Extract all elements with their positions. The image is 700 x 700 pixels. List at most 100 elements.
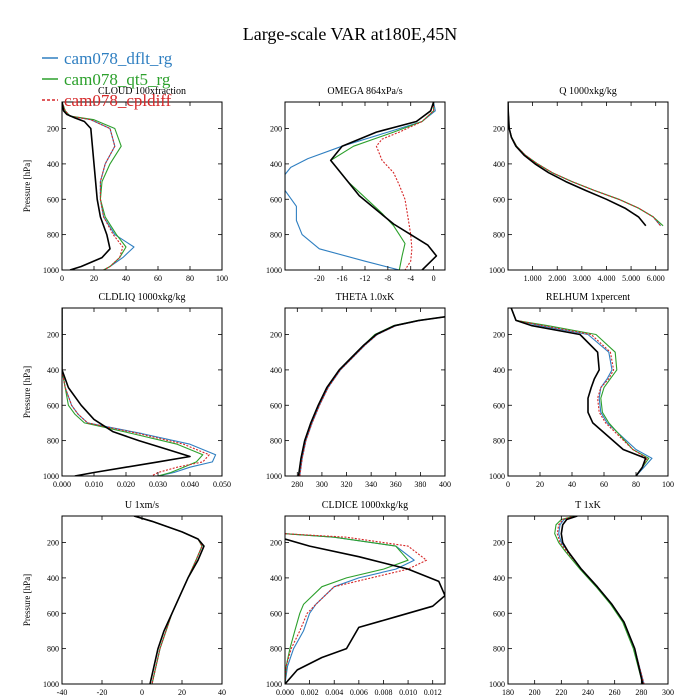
x-tick-label: 0.000 bbox=[276, 688, 294, 697]
x-tick-label: 20 bbox=[536, 480, 544, 489]
series-line-2 bbox=[554, 516, 644, 684]
x-tick-label: 0.006 bbox=[350, 688, 368, 697]
y-tick-label: 400 bbox=[270, 160, 282, 169]
y-tick-label: 400 bbox=[47, 574, 59, 583]
x-tick-label: 260 bbox=[609, 688, 621, 697]
series-line-3 bbox=[285, 533, 428, 684]
x-tick-label: 0.010 bbox=[85, 480, 103, 489]
x-tick-label: 280 bbox=[291, 480, 303, 489]
y-tick-label: 400 bbox=[47, 160, 59, 169]
x-tick-label: 0.030 bbox=[149, 480, 167, 489]
y-tick-label: 1000 bbox=[266, 680, 282, 689]
x-tick-label: 400 bbox=[439, 480, 451, 489]
series-line-1 bbox=[133, 516, 203, 684]
series-group bbox=[554, 516, 645, 684]
legend-entry: cam078_cpldiff bbox=[64, 91, 172, 110]
y-tick-label: 400 bbox=[47, 366, 59, 375]
y-tick-label: 400 bbox=[493, 160, 505, 169]
y-tick-label: 400 bbox=[270, 574, 282, 583]
x-tick-label: 100 bbox=[662, 480, 674, 489]
x-tick-label: 360 bbox=[390, 480, 402, 489]
plot-frame bbox=[61, 515, 223, 685]
y-tick-label: 600 bbox=[270, 401, 282, 410]
x-tick-label: 0.008 bbox=[374, 688, 392, 697]
y-tick-label: 800 bbox=[493, 437, 505, 446]
series-group bbox=[508, 102, 664, 227]
plot-frame bbox=[284, 307, 446, 477]
plot-frame bbox=[507, 101, 669, 271]
y-tick-label: 400 bbox=[493, 366, 505, 375]
x-tick-label: 5.000 bbox=[622, 274, 640, 283]
series-line-3 bbox=[375, 102, 435, 270]
x-tick-label: -40 bbox=[57, 688, 68, 697]
series-line-3 bbox=[510, 308, 648, 476]
y-tick-label: 200 bbox=[493, 331, 505, 340]
x-tick-label: 80 bbox=[186, 274, 194, 283]
y-tick-label: 800 bbox=[270, 437, 282, 446]
panel-title: RELHUM 1xpercent bbox=[546, 292, 630, 303]
series-line-4 bbox=[329, 102, 438, 270]
series-group bbox=[285, 533, 445, 684]
panel-title: CLDICE 1000xkg/kg bbox=[322, 500, 408, 511]
series-line-3 bbox=[508, 102, 662, 227]
series-line-3 bbox=[299, 316, 445, 476]
panel-3: Q 1000xkg/kg 200 400 600 800 1000 1.000 2.000 3.… bbox=[489, 86, 669, 283]
y-tick-label: 1000 bbox=[266, 266, 282, 275]
series-line-4 bbox=[508, 102, 647, 227]
x-tick-label: 0 bbox=[140, 688, 144, 697]
y-tick-label: 1000 bbox=[43, 680, 59, 689]
x-tick-label: 0.050 bbox=[213, 480, 231, 489]
y-tick-label: 1000 bbox=[489, 266, 505, 275]
y-tick-label: 1000 bbox=[43, 266, 59, 275]
series-line-4 bbox=[133, 516, 205, 684]
x-tick-label: 40 bbox=[122, 274, 130, 283]
y-tick-label: 200 bbox=[47, 125, 59, 134]
x-tick-label: 0.012 bbox=[424, 688, 442, 697]
x-tick-label: 0 bbox=[432, 274, 436, 283]
x-tick-label: 0.004 bbox=[325, 688, 343, 697]
y-tick-label: 1000 bbox=[43, 472, 59, 481]
y-tick-label: 600 bbox=[493, 609, 505, 618]
y-tick-label: 800 bbox=[47, 437, 59, 446]
x-tick-label: 0 bbox=[60, 274, 64, 283]
x-tick-label: 380 bbox=[414, 480, 426, 489]
x-tick-label: 4.000 bbox=[597, 274, 615, 283]
x-tick-label: 180 bbox=[502, 688, 514, 697]
series-line-1 bbox=[62, 102, 135, 270]
series-line-1 bbox=[510, 308, 653, 476]
plot-frame bbox=[507, 515, 669, 685]
y-tick-label: 600 bbox=[270, 195, 282, 204]
x-tick-label: 100 bbox=[216, 274, 228, 283]
series-line-3 bbox=[62, 308, 210, 476]
y-tick-label: 800 bbox=[270, 645, 282, 654]
plot-frame bbox=[284, 101, 446, 271]
x-tick-label: 220 bbox=[555, 688, 567, 697]
x-tick-label: -12 bbox=[360, 274, 371, 283]
x-tick-label: 320 bbox=[341, 480, 353, 489]
y-tick-label: 200 bbox=[47, 331, 59, 340]
panel-5: THETA 1.0xK 200 400 600 800 1000 280 300 320 340 3… bbox=[266, 292, 451, 489]
series-line-3 bbox=[556, 516, 645, 684]
plot-frame bbox=[507, 307, 669, 477]
y-tick-label: 200 bbox=[270, 539, 282, 548]
y-tick-label: 400 bbox=[270, 366, 282, 375]
panel-title: CLOUD 100xfraction bbox=[98, 86, 186, 97]
y-tick-label: 200 bbox=[493, 125, 505, 134]
y-tick-label: 400 bbox=[493, 574, 505, 583]
y-tick-label: 800 bbox=[493, 645, 505, 654]
series-line-2 bbox=[508, 102, 664, 227]
plot-frame bbox=[284, 515, 446, 685]
y-tick-label: 800 bbox=[47, 231, 59, 240]
y-tick-label: 600 bbox=[270, 609, 282, 618]
y-tick-label: 600 bbox=[493, 195, 505, 204]
y-tick-label: 600 bbox=[47, 401, 59, 410]
x-tick-label: 0.040 bbox=[181, 480, 199, 489]
x-tick-label: 300 bbox=[316, 480, 328, 489]
series-line-4 bbox=[285, 538, 445, 684]
series-line-4 bbox=[297, 316, 445, 476]
x-tick-label: 0.010 bbox=[399, 688, 417, 697]
